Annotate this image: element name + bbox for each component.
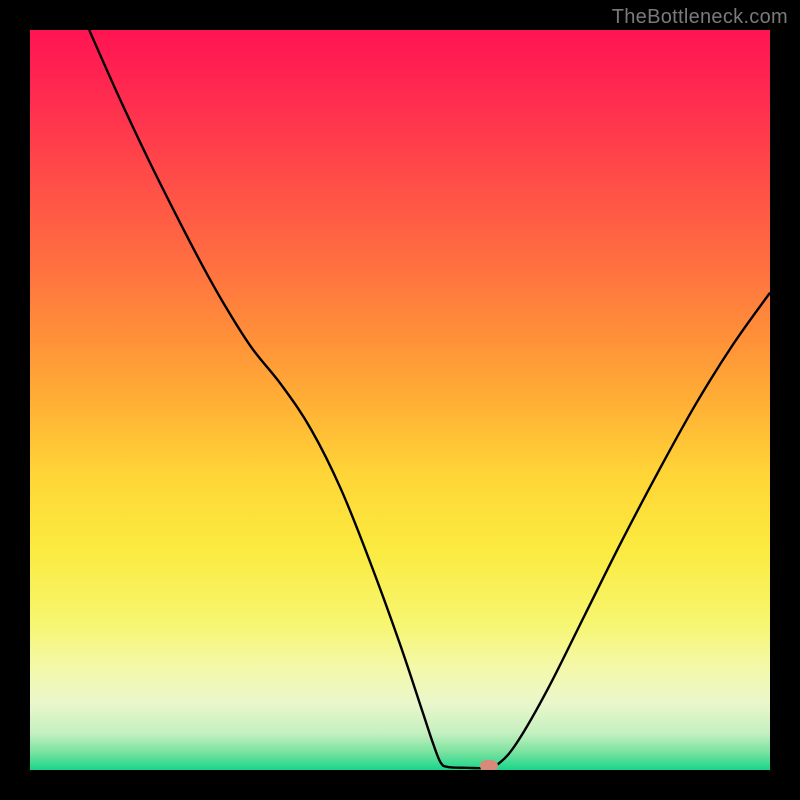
selected-point-marker [480, 760, 498, 770]
bottleneck-curve [89, 30, 770, 768]
plot-area [30, 30, 770, 770]
curve-layer [30, 30, 770, 770]
watermark-text: TheBottleneck.com [612, 6, 788, 29]
